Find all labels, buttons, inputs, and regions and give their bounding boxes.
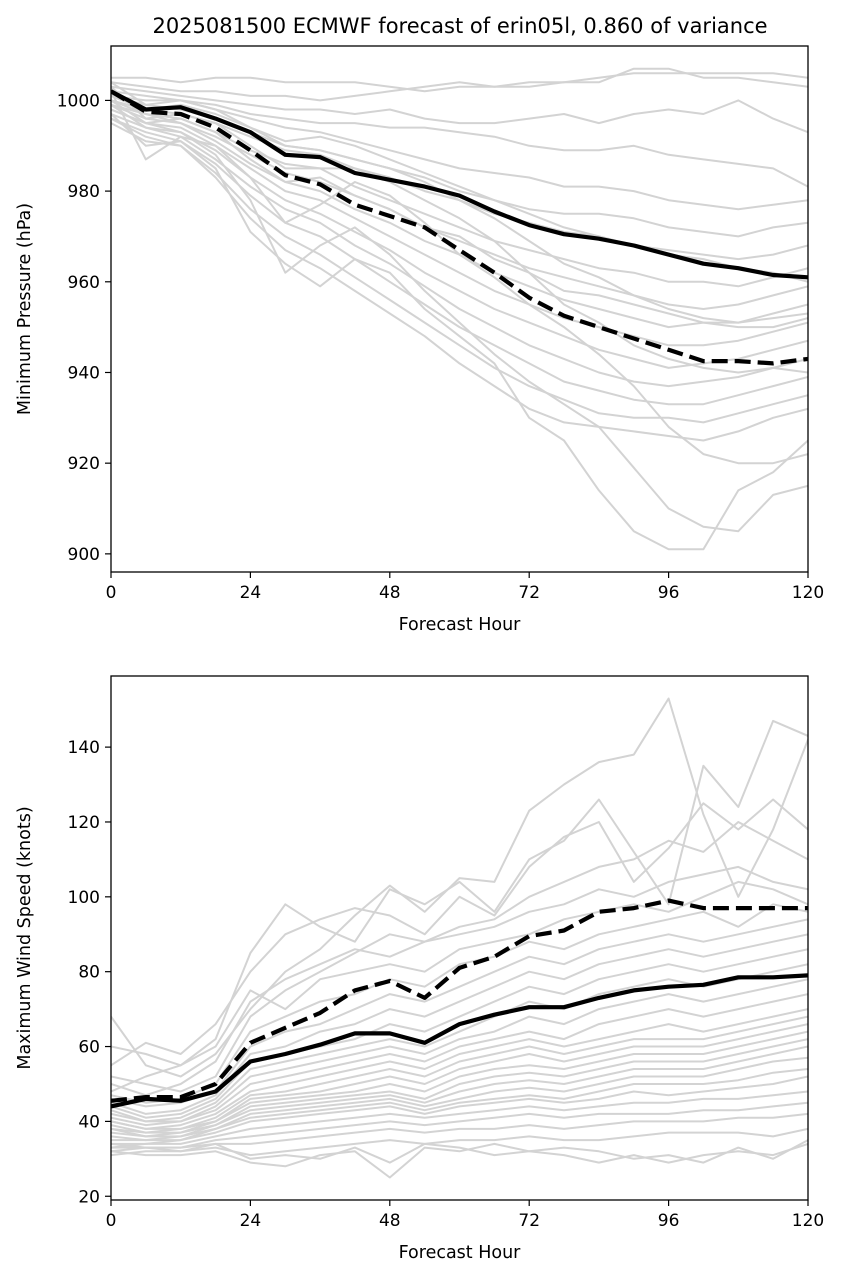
wind-ensemble-member-27 [111, 1142, 808, 1179]
pressure-y-tick-label: 980 [68, 182, 100, 202]
pressure-ensemble-member-5 [111, 94, 808, 211]
pressure-y-tick-label: 920 [68, 454, 100, 474]
pressure-ensemble-member-18 [111, 104, 808, 533]
pressure-y-tick-label: 940 [68, 363, 100, 383]
pressure-solid-line [111, 89, 808, 280]
wind-y-tick-label: 20 [78, 1187, 100, 1207]
wind-x-tick-label: 72 [518, 1211, 540, 1231]
pressure-plot-area [111, 67, 808, 551]
wind-ensemble-member-1 [111, 697, 808, 1078]
pressure-x-tick-label: 24 [240, 583, 262, 603]
wind-x-tick-label: 120 [792, 1211, 824, 1231]
wind-ensemble-member-13 [111, 993, 808, 1127]
wind-ensemble-member-24 [111, 1101, 808, 1149]
wind-dashed-line [111, 898, 808, 1103]
pressure-ensemble-member-2 [111, 67, 808, 102]
wind-x-tick-label: 96 [658, 1211, 680, 1231]
pressure-ensemble-member-19 [111, 90, 808, 465]
wind-ensemble-member-7 [111, 903, 808, 1104]
wind-y-tick-label: 100 [68, 888, 100, 908]
wind-ensemble-member-4 [111, 821, 808, 1093]
pressure-x-tick-label: 0 [106, 583, 117, 603]
figure-title: 2025081500 ECMWF forecast of erin05l, 0.… [152, 14, 767, 38]
pressure-ensemble-member-4 [111, 90, 808, 188]
wind-ensemble-member-18 [111, 1038, 808, 1138]
wind-panel: 0 24 48 72 96 120 20 40 60 80 100 120 140 Forecast Ho… [15, 675, 824, 1263]
wind-ensemble-member-28 [111, 1139, 808, 1164]
wind-ensemble-member-17 [111, 1030, 808, 1134]
wind-ensemble-member-5 [111, 865, 808, 1097]
pressure-dashed-line [111, 89, 808, 366]
pressure-ensemble-member-22 [111, 99, 808, 329]
pressure-ensemble-member-20 [111, 86, 808, 374]
wind-ensemble-member-25 [111, 1112, 808, 1153]
wind-ensemble-member-21 [111, 1068, 808, 1142]
pressure-panel: 0 24 48 72 96 120 900 920 940 960 980 1000 Forecast … [15, 45, 824, 635]
wind-ensemble-member-20 [111, 1056, 808, 1142]
wind-solid-line [111, 973, 808, 1109]
pressure-ensemble-member-21 [111, 81, 808, 324]
pressure-y-axis-label: Minimum Pressure (hPa) [15, 203, 35, 415]
wind-ensemble-member-26 [111, 1127, 808, 1157]
pressure-ensemble-member-8 [111, 99, 808, 288]
pressure-y-tick-label: 1000 [57, 91, 100, 111]
wind-ensemble-member-19 [111, 1045, 808, 1138]
pressure-ensemble-member-15 [111, 117, 808, 424]
wind-y-tick-label: 140 [68, 738, 100, 758]
pressure-x-axis-label: Forecast Hour [399, 615, 522, 635]
pressure-ensemble-member-23 [111, 94, 808, 283]
wind-ensemble-member-14 [111, 1008, 808, 1130]
wind-y-tick-label: 80 [78, 963, 100, 983]
pressure-ensemble-member-1 [111, 72, 808, 93]
wind-x-tick-label: 48 [379, 1211, 401, 1231]
wind-ensemble-member-22 [111, 1075, 808, 1145]
wind-ensemble-member-23 [111, 1090, 808, 1149]
pressure-ensemble-member-11 [111, 108, 808, 347]
wind-ensemble-member-6 [111, 880, 808, 1093]
wind-axes-frame [110, 675, 809, 1201]
wind-ensemble-member-10 [111, 948, 808, 1119]
pressure-axes-frame [110, 45, 809, 573]
wind-ensemble-member-8 [111, 918, 808, 1108]
wind-ensemble-member-15 [111, 1015, 808, 1130]
pressure-ensemble-member-17 [111, 113, 808, 551]
pressure-ensemble-member-9 [111, 103, 808, 310]
wind-y-tick-label: 120 [68, 813, 100, 833]
wind-x-tick-label: 0 [106, 1211, 117, 1231]
wind-x-tick-label: 24 [240, 1211, 262, 1231]
pressure-x-tick-label: 96 [658, 583, 680, 603]
wind-y-tick-label: 40 [78, 1112, 100, 1132]
pressure-ensemble-member-3 [111, 85, 808, 134]
wind-plot-area [111, 697, 808, 1179]
wind-ensemble-member-16 [111, 1023, 808, 1134]
pressure-x-tick-label: 48 [379, 583, 401, 603]
wind-x-axis-label: Forecast Hour [399, 1243, 522, 1263]
pressure-y-tick-label: 900 [68, 545, 100, 565]
pressure-ensemble-member-14 [111, 117, 808, 406]
wind-y-tick-label: 60 [78, 1038, 100, 1058]
pressure-x-tick-label: 72 [518, 583, 540, 603]
wind-y-axis-label: Maximum Wind Speed (knots) [15, 806, 35, 1069]
wind-ensemble-member-3 [111, 798, 808, 1067]
wind-ensemble-member-12 [111, 978, 808, 1123]
pressure-y-tick-label: 960 [68, 273, 100, 293]
wind-ensemble-member-2 [111, 719, 808, 1067]
pressure-x-tick-label: 120 [792, 583, 824, 603]
